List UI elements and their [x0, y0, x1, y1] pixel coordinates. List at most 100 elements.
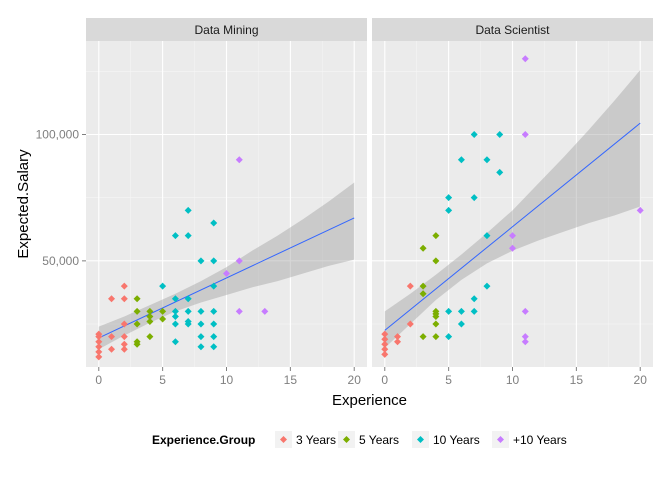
- data-point: [210, 307, 218, 315]
- data-point: [381, 340, 389, 348]
- data-point: [120, 345, 128, 353]
- data-point: [235, 156, 243, 164]
- data-point: [521, 307, 529, 315]
- data-point: [470, 194, 478, 202]
- trend-line: [98, 217, 355, 339]
- data-point: [146, 318, 154, 326]
- data-point: [120, 340, 128, 348]
- data-point: [445, 194, 453, 202]
- data-point: [394, 338, 402, 346]
- data-point: [120, 333, 128, 341]
- legend-key-diamond: [280, 436, 287, 443]
- data-point: [457, 320, 465, 328]
- x-tick-label: 15: [570, 373, 584, 387]
- data-point: [445, 206, 453, 214]
- data-point: [133, 307, 141, 315]
- data-point: [509, 232, 516, 240]
- x-tick-label: 0: [381, 373, 388, 387]
- legend-label: +10 Years: [513, 433, 567, 447]
- data-point: [381, 345, 389, 353]
- data-point: [95, 330, 103, 338]
- data-point: [483, 232, 491, 240]
- data-point: [521, 131, 529, 139]
- data-point: [108, 333, 116, 341]
- legend-key-diamond: [497, 436, 504, 443]
- x-tick-label: 0: [95, 373, 102, 387]
- data-point: [235, 307, 243, 315]
- x-tick-label: 5: [159, 373, 166, 387]
- data-point: [521, 333, 529, 341]
- legend-label: 10 Years: [433, 433, 480, 447]
- data-point: [184, 206, 192, 214]
- panel-title: Data Scientist: [475, 23, 550, 37]
- data-point: [509, 244, 516, 252]
- data-point: [381, 330, 389, 338]
- data-point: [133, 295, 141, 303]
- data-point: [197, 343, 205, 351]
- data-point: [432, 257, 440, 265]
- data-point: [406, 282, 414, 290]
- data-point: [184, 307, 192, 315]
- data-point: [457, 307, 465, 315]
- data-point: [521, 338, 529, 346]
- trend-line: [384, 122, 641, 331]
- x-tick-label: 20: [634, 373, 648, 387]
- data-point: [171, 295, 179, 303]
- data-point: [432, 333, 440, 341]
- legend-key-diamond: [417, 436, 424, 443]
- x-tick-label: 20: [348, 373, 362, 387]
- data-point: [171, 307, 179, 315]
- data-point: [210, 219, 218, 227]
- data-point: [146, 312, 154, 320]
- data-point: [120, 295, 128, 303]
- data-point: [197, 307, 205, 315]
- data-point: [184, 318, 192, 326]
- x-tick-label: 15: [284, 373, 298, 387]
- y-tick-label: 50,000: [42, 254, 79, 268]
- data-point: [261, 307, 269, 315]
- legend-label: 3 Years: [296, 433, 336, 447]
- data-point: [483, 282, 491, 290]
- data-point: [381, 335, 389, 343]
- data-point: [483, 156, 491, 164]
- data-point: [223, 269, 230, 277]
- data-point: [95, 348, 103, 356]
- data-point: [470, 131, 478, 139]
- data-point: [171, 312, 179, 320]
- data-point: [120, 282, 128, 290]
- data-point: [419, 282, 427, 290]
- data-point: [210, 320, 218, 328]
- data-point: [445, 307, 453, 315]
- data-point: [210, 343, 218, 351]
- data-point: [159, 315, 167, 323]
- x-tick-label: 10: [220, 373, 234, 387]
- data-point: [432, 232, 440, 240]
- y-axis-title: Expected.Salary: [15, 149, 32, 259]
- data-point: [406, 320, 414, 328]
- panel-title: Data Mining: [194, 23, 258, 37]
- data-point: [445, 333, 453, 341]
- data-point: [419, 244, 427, 252]
- legend-title: Experience.Group: [152, 433, 255, 447]
- data-point: [210, 257, 218, 265]
- panel-strip: [372, 18, 653, 41]
- data-point: [235, 257, 243, 265]
- data-point: [159, 282, 167, 290]
- data-point: [146, 307, 154, 315]
- panel-strip: [86, 18, 367, 41]
- data-point: [496, 168, 504, 176]
- data-point: [197, 257, 205, 265]
- x-tick-label: 5: [445, 373, 452, 387]
- data-point: [184, 295, 192, 303]
- data-point: [108, 295, 116, 303]
- data-point: [394, 333, 402, 341]
- data-point: [197, 320, 205, 328]
- data-point: [521, 55, 529, 63]
- legend-key-diamond: [343, 436, 350, 443]
- x-axis-title: Experience: [332, 392, 407, 409]
- data-point: [210, 333, 218, 341]
- data-point: [171, 232, 179, 240]
- data-point: [184, 232, 192, 240]
- data-point: [171, 320, 179, 328]
